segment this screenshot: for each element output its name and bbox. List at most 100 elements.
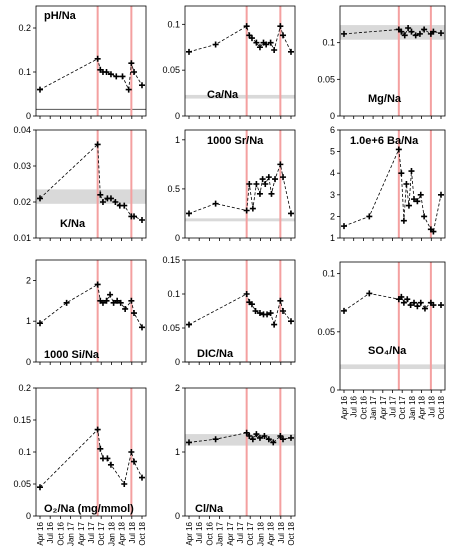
- data-point: [256, 44, 263, 51]
- data-point: [104, 455, 111, 462]
- plot-frame: [184, 259, 296, 363]
- x-tick-label: Oct 18: [138, 521, 147, 545]
- x-tick-label: Apr 16: [185, 521, 194, 545]
- data-point: [253, 39, 260, 46]
- data-point: [261, 433, 268, 439]
- panel-title: Cl/Na: [195, 503, 224, 515]
- data-point: [131, 458, 138, 465]
- data-point: [248, 301, 255, 308]
- data-point: [366, 290, 373, 297]
- data-point: [280, 436, 287, 443]
- y-tick-label: 0: [175, 511, 180, 521]
- data-point: [411, 196, 418, 203]
- panel-title: pH/Na: [44, 10, 77, 22]
- x-tick-label: Jan 17: [369, 395, 378, 420]
- panel-title: DIC/Na: [197, 348, 234, 360]
- plot-frame: [35, 129, 147, 239]
- data-point: [277, 297, 284, 304]
- data-point: [421, 213, 428, 220]
- data-point: [438, 191, 444, 198]
- data-point: [107, 195, 114, 202]
- data-point: [63, 299, 70, 306]
- panel-3: 0 0.05 0.1 Mg/Na: [317, 5, 446, 121]
- data-point: [421, 305, 428, 312]
- panel-title: 1.0e+6 Ba/Na: [350, 135, 419, 147]
- y-tick-label: 1: [175, 135, 180, 145]
- y-tick-label: 2: [175, 383, 180, 393]
- data-point: [411, 299, 418, 306]
- data-point: [256, 434, 263, 441]
- y-tick-label: 2: [330, 211, 335, 221]
- x-tick-label: Oct 17: [246, 521, 255, 545]
- x-tick-label: Oct 16: [359, 395, 368, 419]
- data-point: [243, 291, 250, 297]
- x-tick-label: Jul 17: [236, 521, 245, 543]
- data-point: [280, 32, 287, 39]
- y-tick-label: 2: [26, 275, 31, 285]
- reference-band: [185, 94, 295, 99]
- data-point: [94, 141, 101, 148]
- y-tick-label: 0.02: [13, 197, 31, 207]
- y-tick-label: 1: [175, 447, 180, 457]
- data-point: [212, 436, 219, 443]
- data-point: [430, 302, 437, 309]
- data-point: [268, 190, 275, 197]
- data-point: [139, 217, 145, 223]
- data-point: [417, 191, 424, 198]
- data-point: [341, 30, 347, 37]
- x-tick-label: Jan 18: [408, 395, 417, 420]
- data-point: [438, 30, 444, 37]
- data-point: [131, 69, 138, 75]
- panel-1: 0 0.1 0.2 pH/Na: [18, 5, 147, 121]
- y-tick-label: 0.01: [13, 233, 31, 243]
- data-point: [265, 436, 272, 443]
- x-tick-label: Oct 18: [287, 521, 296, 545]
- data-point: [131, 310, 138, 317]
- panel-title: Mg/Na: [368, 93, 402, 105]
- x-tick-label: Jul 16: [46, 521, 55, 543]
- y-tick-label: 0: [175, 233, 180, 243]
- x-tick-label: Jan 17: [216, 521, 225, 546]
- y-tick-label: 0.03: [13, 161, 31, 171]
- reference-band: [185, 434, 295, 446]
- data-point: [421, 26, 428, 33]
- y-tick-label: 0: [26, 511, 31, 521]
- data-point: [400, 217, 407, 224]
- series-line: [188, 24, 292, 53]
- plot-frame: [339, 261, 446, 391]
- y-tick-label: 0.2: [18, 23, 31, 33]
- y-tick-label: 0.15: [162, 255, 180, 265]
- data-point: [248, 35, 255, 42]
- data-point: [212, 41, 219, 48]
- y-tick-label: 0.05: [317, 74, 335, 84]
- panel-title: Ca/Na: [207, 89, 239, 101]
- data-point: [128, 60, 135, 67]
- x-tick-label: Oct 17: [97, 521, 106, 545]
- data-point: [265, 174, 272, 181]
- x-tick-label: Apr 16: [340, 395, 349, 419]
- data-point: [417, 299, 424, 306]
- data-point: [408, 28, 415, 35]
- data-point: [37, 484, 43, 491]
- data-point: [37, 86, 43, 93]
- data-point: [99, 199, 106, 205]
- data-point: [114, 297, 121, 304]
- data-point: [112, 199, 119, 205]
- y-tick-label: 5: [330, 147, 335, 157]
- y-tick-label: 0.05: [162, 65, 180, 75]
- data-point: [288, 434, 294, 441]
- panel-title: 1000 Sr/Na: [207, 135, 264, 147]
- panel-title: K/Na: [60, 218, 86, 230]
- x-tick-label: Jul 16: [195, 521, 204, 543]
- panel-8: 0 0.05 0.1 0.15 DIC/Na: [162, 255, 296, 367]
- x-tick-label: Apr 18: [267, 521, 276, 545]
- plot-frame: [35, 259, 147, 363]
- data-point: [412, 32, 419, 39]
- data-point: [97, 445, 104, 452]
- y-tick-label: 0.1: [18, 67, 31, 77]
- data-point: [264, 311, 271, 318]
- data-point: [99, 299, 106, 306]
- y-tick-label: 4: [330, 168, 335, 178]
